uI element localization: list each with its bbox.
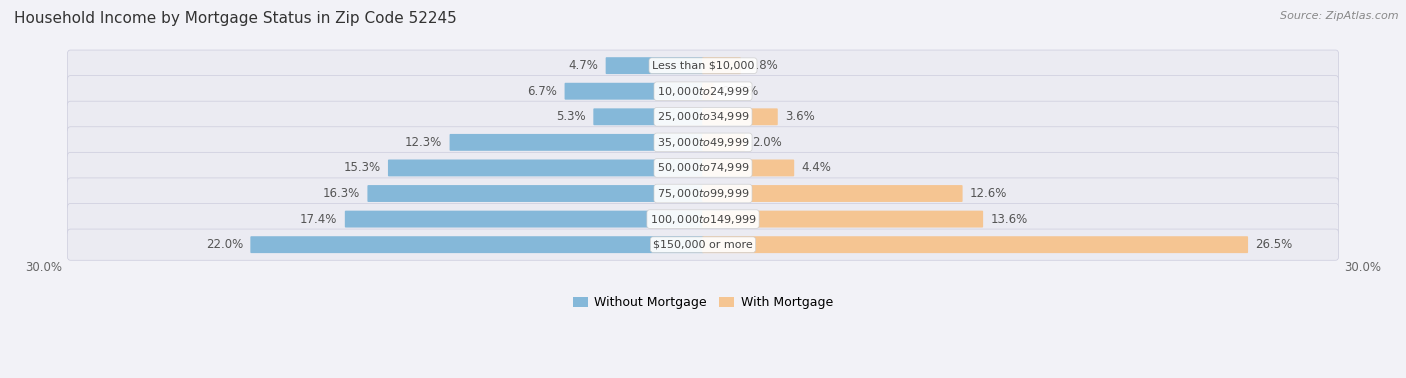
FancyBboxPatch shape [67,76,1339,107]
FancyBboxPatch shape [702,211,983,228]
Text: 0.47%: 0.47% [721,85,758,98]
FancyBboxPatch shape [67,101,1339,132]
Text: $10,000 to $24,999: $10,000 to $24,999 [657,85,749,98]
Text: 26.5%: 26.5% [1256,238,1292,251]
FancyBboxPatch shape [702,108,778,125]
Text: $100,000 to $149,999: $100,000 to $149,999 [650,212,756,226]
Text: 22.0%: 22.0% [205,238,243,251]
Text: 13.6%: 13.6% [990,212,1028,226]
Text: 12.3%: 12.3% [405,136,441,149]
Text: Household Income by Mortgage Status in Zip Code 52245: Household Income by Mortgage Status in Z… [14,11,457,26]
Text: 30.0%: 30.0% [25,260,62,274]
Text: 5.3%: 5.3% [557,110,586,123]
Text: $150,000 or more: $150,000 or more [654,240,752,250]
FancyBboxPatch shape [606,57,704,74]
Text: $75,000 to $99,999: $75,000 to $99,999 [657,187,749,200]
FancyBboxPatch shape [388,160,704,177]
Text: 4.4%: 4.4% [801,161,831,174]
Text: 30.0%: 30.0% [1344,260,1381,274]
Text: 3.6%: 3.6% [785,110,815,123]
FancyBboxPatch shape [67,229,1339,260]
Text: 12.6%: 12.6% [970,187,1007,200]
FancyBboxPatch shape [702,57,741,74]
Text: 1.8%: 1.8% [748,59,778,72]
FancyBboxPatch shape [702,134,745,151]
Text: $35,000 to $49,999: $35,000 to $49,999 [657,136,749,149]
FancyBboxPatch shape [67,152,1339,184]
Legend: Without Mortgage, With Mortgage: Without Mortgage, With Mortgage [568,291,838,314]
Text: Source: ZipAtlas.com: Source: ZipAtlas.com [1281,11,1399,21]
FancyBboxPatch shape [702,160,794,177]
FancyBboxPatch shape [702,185,963,202]
FancyBboxPatch shape [344,211,704,228]
FancyBboxPatch shape [593,108,704,125]
Text: Less than $10,000: Less than $10,000 [652,60,754,71]
FancyBboxPatch shape [67,50,1339,81]
FancyBboxPatch shape [367,185,704,202]
FancyBboxPatch shape [565,83,704,100]
Text: 17.4%: 17.4% [299,212,337,226]
Text: $25,000 to $34,999: $25,000 to $34,999 [657,110,749,123]
Text: 15.3%: 15.3% [343,161,381,174]
FancyBboxPatch shape [67,127,1339,158]
FancyBboxPatch shape [250,236,704,253]
Text: 2.0%: 2.0% [752,136,782,149]
Text: 6.7%: 6.7% [527,85,557,98]
Text: 4.7%: 4.7% [568,59,599,72]
FancyBboxPatch shape [67,203,1339,235]
FancyBboxPatch shape [67,178,1339,209]
FancyBboxPatch shape [702,236,1249,253]
Text: 16.3%: 16.3% [323,187,360,200]
FancyBboxPatch shape [702,83,713,100]
FancyBboxPatch shape [450,134,704,151]
Text: $50,000 to $74,999: $50,000 to $74,999 [657,161,749,174]
